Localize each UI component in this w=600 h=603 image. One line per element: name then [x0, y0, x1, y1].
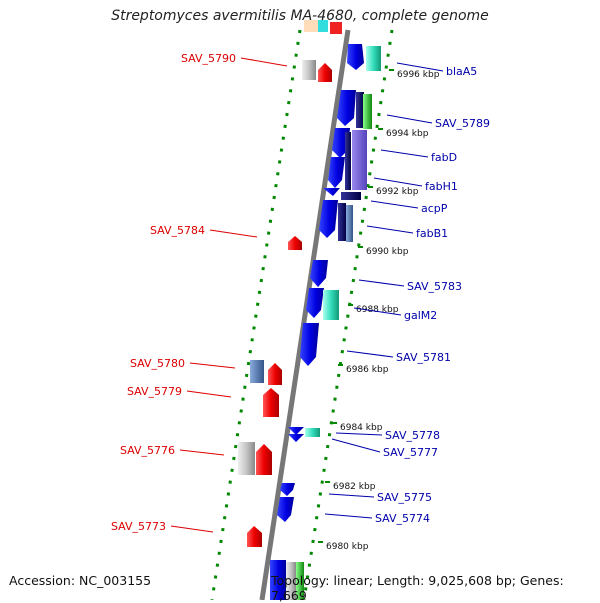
gene-label-galm2[interactable]: galM2 — [404, 309, 437, 322]
label-leader-line — [358, 279, 405, 287]
label-leader-line — [366, 225, 414, 234]
label-leader-line — [328, 493, 375, 498]
gene-sav5784 — [288, 236, 302, 250]
genome-title: Streptomyces avermitilis MA-4680, comple… — [111, 8, 489, 24]
gene-label-fabh1[interactable]: fabH1 — [425, 180, 458, 193]
tick-label: 6980 kbp — [326, 542, 369, 552]
gene-label-blaa5[interactable]: blaA5 — [446, 65, 477, 78]
accession-label: Accession: NC_003155 — [9, 573, 152, 588]
gene-sav5780 — [268, 363, 282, 385]
tick-label: 6984 kbp — [340, 423, 383, 433]
top-features — [304, 20, 342, 34]
tick-labels: 6996 kbp 6994 kbp 6992 kbp 6990 kbp 6988 kbp… — [318, 69, 440, 552]
gene-label-sav_5776[interactable]: SAV_5776 — [120, 444, 175, 457]
gene-label-sav_5789[interactable]: SAV_5789 — [435, 117, 490, 130]
gene-label-sav_5778[interactable]: SAV_5778 — [385, 429, 440, 442]
label-leader-line — [170, 525, 214, 533]
label-leader-line — [353, 307, 402, 316]
label-leader-line — [189, 362, 236, 369]
gene-sav5780-steel — [250, 360, 264, 383]
label-leader-line — [331, 438, 381, 453]
ruler-lines — [210, 29, 394, 600]
gene-sav5773 — [247, 526, 262, 547]
label-leader-line — [380, 149, 429, 158]
gene-fabh1 — [328, 157, 345, 188]
gene-blaa5 — [347, 44, 364, 70]
gene-label-sav_5781[interactable]: SAV_5781 — [396, 351, 451, 364]
gene-galm2 — [306, 288, 324, 318]
tick-label: 6990 kbp — [366, 247, 409, 257]
gene-label-sav_5774[interactable]: SAV_5774 — [375, 512, 430, 525]
gene-sav5781 — [300, 323, 319, 366]
gene-label-sav_5783[interactable]: SAV_5783 — [407, 280, 462, 293]
gene-label-fabd[interactable]: fabD — [431, 151, 457, 164]
gene-fabb1 — [319, 200, 338, 238]
gene-label-sav_5790[interactable]: SAV_5790 — [181, 52, 236, 65]
gene-acpp — [323, 188, 340, 196]
gene-sav5775 — [280, 483, 295, 496]
label-leader-line — [386, 114, 433, 124]
gene-sav5790 — [318, 63, 332, 82]
label-leader-line — [186, 390, 232, 398]
gene-sav5776 — [256, 444, 272, 475]
tick-label: 6988 kbp — [356, 305, 399, 315]
label-leader-line — [179, 449, 225, 456]
gene-sav5779 — [263, 388, 279, 417]
gene-sav5790-gray — [302, 60, 316, 80]
label-leader-line — [373, 177, 423, 187]
gene-label-sav_5779[interactable]: SAV_5779 — [127, 385, 182, 398]
gene-sav5789 — [337, 90, 356, 126]
gene-label-sav_5773[interactable]: SAV_5773 — [111, 520, 166, 533]
gene-sav5778 — [288, 427, 304, 435]
label-leader-line — [324, 513, 373, 519]
label-leader-line — [396, 62, 444, 72]
gene-sav5776-gray — [238, 442, 255, 475]
gene-label-sav_5777[interactable]: SAV_5777 — [383, 446, 438, 459]
label-leader-line — [370, 200, 419, 209]
gene-label-sav_5780[interactable]: SAV_5780 — [130, 357, 185, 370]
label-leader-line — [335, 432, 383, 436]
genome-axis — [259, 29, 351, 600]
gene-label-fabb1[interactable]: fabB1 — [416, 227, 448, 240]
gene-blaa5-cyan — [366, 46, 381, 71]
gene-features — [238, 44, 381, 600]
gene-label-acpp[interactable]: acpP — [421, 202, 448, 215]
gene-sav5774 — [277, 497, 294, 522]
gene-sav5783 — [310, 260, 328, 287]
tick-label: 6982 kbp — [333, 482, 376, 492]
tick-label: 6996 kbp — [397, 70, 440, 80]
label-leader-line — [240, 57, 288, 67]
tick-label: 6994 kbp — [386, 129, 429, 139]
topology-label: Topology: linear; Length: 9,025,608 bp; … — [271, 573, 564, 603]
tick-label: 6986 kbp — [346, 365, 389, 375]
gene-label-sav_5775[interactable]: SAV_5775 — [377, 491, 432, 504]
gene-sav5777 — [288, 434, 304, 442]
gene-label-sav_5784[interactable]: SAV_5784 — [150, 224, 205, 237]
gene-labels: SAV_5790 SAV_5784 SAV_5780 SAV_5779 SAV_5776… — [111, 52, 490, 533]
label-leader-line — [346, 350, 394, 358]
tick-label: 6992 kbp — [376, 187, 419, 197]
label-leader-line — [209, 229, 258, 238]
